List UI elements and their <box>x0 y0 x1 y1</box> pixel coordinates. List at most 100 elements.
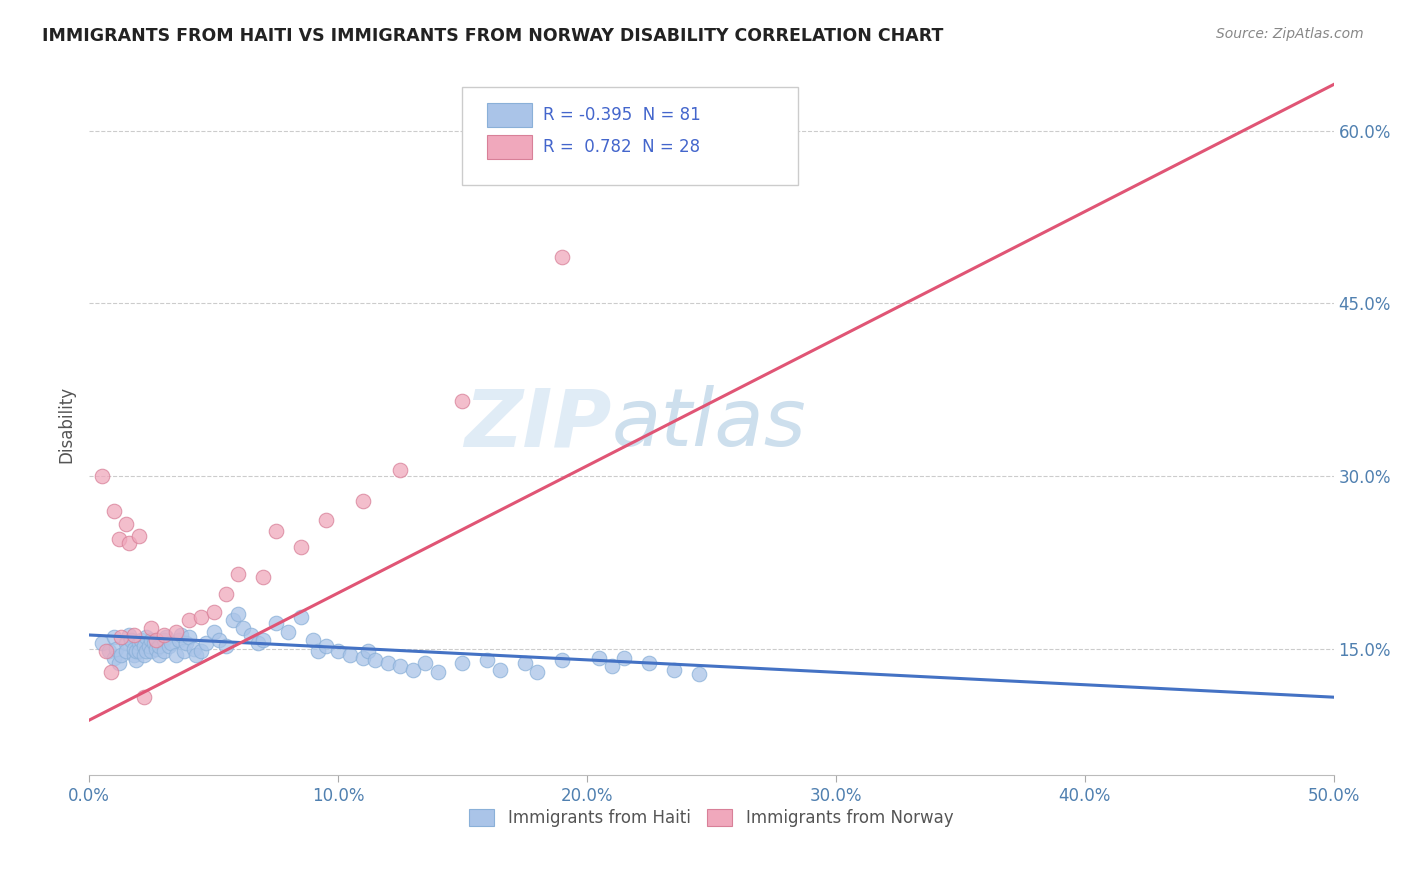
Point <box>145 632 167 647</box>
Text: R =  0.782  N = 28: R = 0.782 N = 28 <box>543 137 700 156</box>
Point <box>115 517 138 532</box>
Point <box>302 632 325 647</box>
Point <box>389 659 412 673</box>
Point <box>110 648 132 662</box>
Point <box>174 636 197 650</box>
Text: ZIP: ZIP <box>464 385 612 463</box>
Point <box>122 648 145 662</box>
Point <box>202 605 225 619</box>
Text: IMMIGRANTS FROM HAITI VS IMMIGRANTS FROM NORWAY DISABILITY CORRELATION CHART: IMMIGRANTS FROM HAITI VS IMMIGRANTS FROM… <box>42 27 943 45</box>
Point <box>247 636 270 650</box>
Point <box>264 524 287 539</box>
Point <box>142 636 165 650</box>
Point <box>108 656 131 670</box>
Point <box>125 644 148 658</box>
Point <box>215 640 238 654</box>
Point <box>488 663 510 677</box>
Point <box>364 653 387 667</box>
Point <box>128 636 150 650</box>
Point <box>315 640 337 654</box>
Point <box>352 651 374 665</box>
Text: Source: ZipAtlas.com: Source: ZipAtlas.com <box>1216 27 1364 41</box>
Point <box>195 636 218 650</box>
Point <box>90 469 112 483</box>
Point <box>115 636 138 650</box>
Point <box>128 644 150 658</box>
Point <box>477 653 499 667</box>
Point <box>183 641 205 656</box>
Point <box>128 529 150 543</box>
Point <box>122 628 145 642</box>
Point <box>190 644 212 658</box>
Point <box>157 640 180 654</box>
Point <box>228 607 250 622</box>
Point <box>152 628 174 642</box>
Point <box>326 644 349 658</box>
Point <box>152 644 174 658</box>
Point <box>184 648 207 662</box>
Point <box>413 656 436 670</box>
Point <box>638 656 661 670</box>
Point <box>588 651 610 665</box>
Point <box>290 541 312 555</box>
FancyBboxPatch shape <box>488 135 531 159</box>
Point <box>426 665 449 679</box>
Point <box>526 665 548 679</box>
Point <box>115 644 138 658</box>
Point <box>152 632 174 647</box>
Point <box>103 503 125 517</box>
Point <box>377 656 399 670</box>
Point <box>277 624 299 639</box>
Point <box>315 513 337 527</box>
Point <box>141 632 163 647</box>
Point <box>239 628 262 642</box>
Point <box>662 663 685 677</box>
Point <box>173 644 195 658</box>
Point <box>145 641 167 656</box>
Point <box>122 641 145 656</box>
Point <box>141 621 163 635</box>
Point <box>90 636 112 650</box>
Point <box>177 613 200 627</box>
Point <box>96 644 118 658</box>
Legend: Immigrants from Haiti, Immigrants from Norway: Immigrants from Haiti, Immigrants from N… <box>463 803 960 834</box>
Point <box>177 630 200 644</box>
FancyBboxPatch shape <box>463 87 799 186</box>
Point <box>155 630 177 644</box>
Point <box>132 640 155 654</box>
Point <box>307 644 329 658</box>
Point <box>103 630 125 644</box>
Point <box>551 653 574 667</box>
Point <box>252 632 274 647</box>
Point <box>170 628 193 642</box>
Point <box>131 632 153 647</box>
Point <box>252 570 274 584</box>
Point <box>202 624 225 639</box>
Point <box>600 659 623 673</box>
Point <box>135 630 157 644</box>
Point <box>100 665 122 679</box>
Point <box>108 533 131 547</box>
Point <box>290 609 312 624</box>
Y-axis label: Disability: Disability <box>58 385 75 463</box>
Text: R = -0.395  N = 81: R = -0.395 N = 81 <box>543 106 702 124</box>
Point <box>148 640 170 654</box>
Point <box>232 621 254 635</box>
Point <box>357 644 380 658</box>
Point <box>103 651 125 665</box>
Point <box>207 632 229 647</box>
Point <box>138 640 160 654</box>
Point <box>222 613 245 627</box>
Point <box>165 648 187 662</box>
Point <box>389 463 412 477</box>
Point <box>688 667 710 681</box>
Point <box>98 644 121 658</box>
Text: atlas: atlas <box>612 385 807 463</box>
Point <box>125 653 148 667</box>
Point <box>167 632 190 647</box>
Point <box>190 609 212 624</box>
Point <box>110 630 132 644</box>
Point <box>339 648 361 662</box>
Point <box>401 663 423 677</box>
Point <box>513 656 536 670</box>
